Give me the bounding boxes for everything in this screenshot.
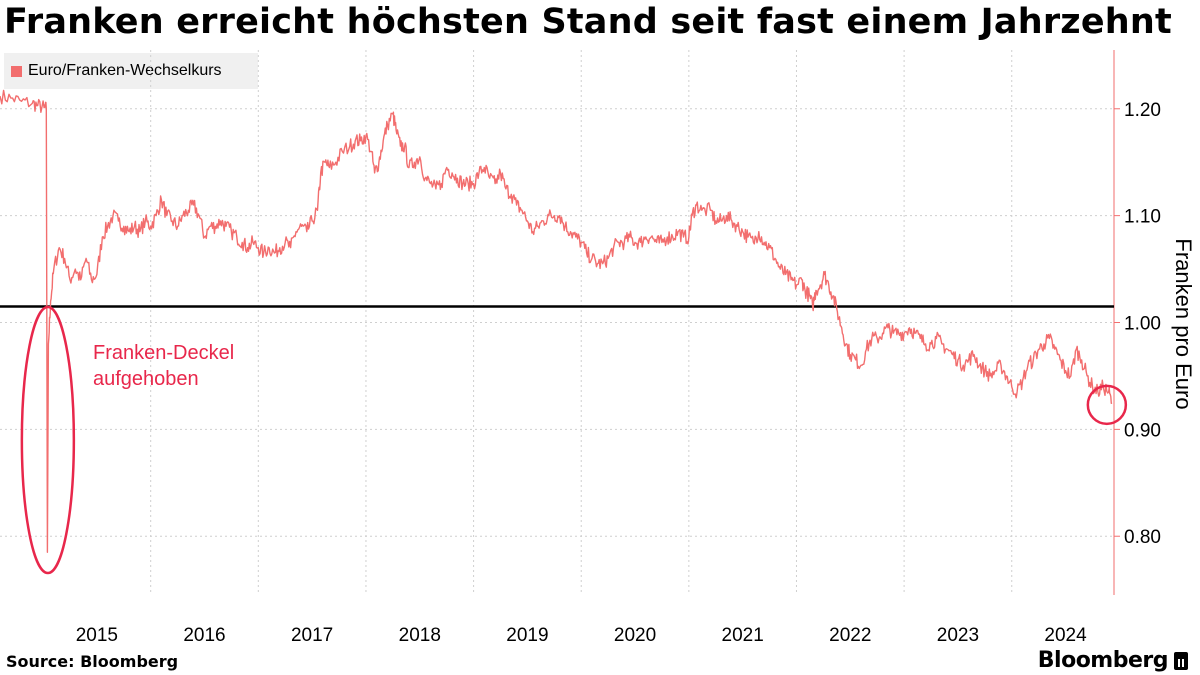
y-tick-label: 0.90 [1124, 420, 1161, 441]
y-ticks: 0.80 0.90 1.00 1.10 1.20 [1114, 100, 1161, 548]
x-tick-label: 2021 [722, 625, 764, 646]
x-tick-label: 2016 [183, 625, 225, 646]
legend: Euro/Franken-Wechselkurs [4, 53, 258, 89]
y-tick-label: 0.80 [1124, 527, 1161, 548]
x-tick-label: 2024 [1044, 625, 1087, 646]
brand-name: Bloomberg [1037, 648, 1169, 673]
y-gridlines [0, 108, 1114, 537]
y-axis-title: Franken pro Euro [1171, 238, 1196, 409]
y-tick-label: 1.10 [1124, 207, 1161, 228]
y-tick-label: 1.20 [1124, 100, 1161, 121]
x-tick-label: 2023 [937, 625, 979, 646]
x-ticks: 2015 2016 2017 2018 2019 2020 2021 2022 2023 2024 [76, 625, 1087, 646]
bloomberg-terminal-icon [1174, 651, 1188, 670]
annotation-label-line-2: aufgehoben [93, 368, 199, 390]
x-tick-label: 2022 [829, 625, 871, 646]
legend-swatch [11, 65, 22, 77]
series-line-eur-chf [0, 89, 1113, 553]
annotation-label-line-1: Franken-Deckel [93, 342, 234, 364]
annotation-circle-latest [1086, 384, 1128, 426]
brand-logo: Bloomberg [1038, 648, 1188, 673]
chart-title: Franken erreicht höchsten Stand seit fas… [4, 2, 1172, 42]
annotation-label: Franken-Deckel aufgehoben [93, 342, 240, 390]
annotation-ellipse-cap-removed [20, 305, 76, 575]
x-tick-label: 2020 [614, 625, 656, 646]
x-tick-label: 2019 [506, 625, 548, 646]
x-tick-label: 2015 [76, 625, 118, 646]
legend-label: Euro/Franken-Wechselkurs [28, 62, 222, 79]
y-tick-label: 1.00 [1124, 314, 1161, 335]
source-note: Source: Bloomberg [6, 652, 179, 671]
x-tick-label: 2018 [399, 625, 441, 646]
x-tick-label: 2017 [291, 625, 333, 646]
